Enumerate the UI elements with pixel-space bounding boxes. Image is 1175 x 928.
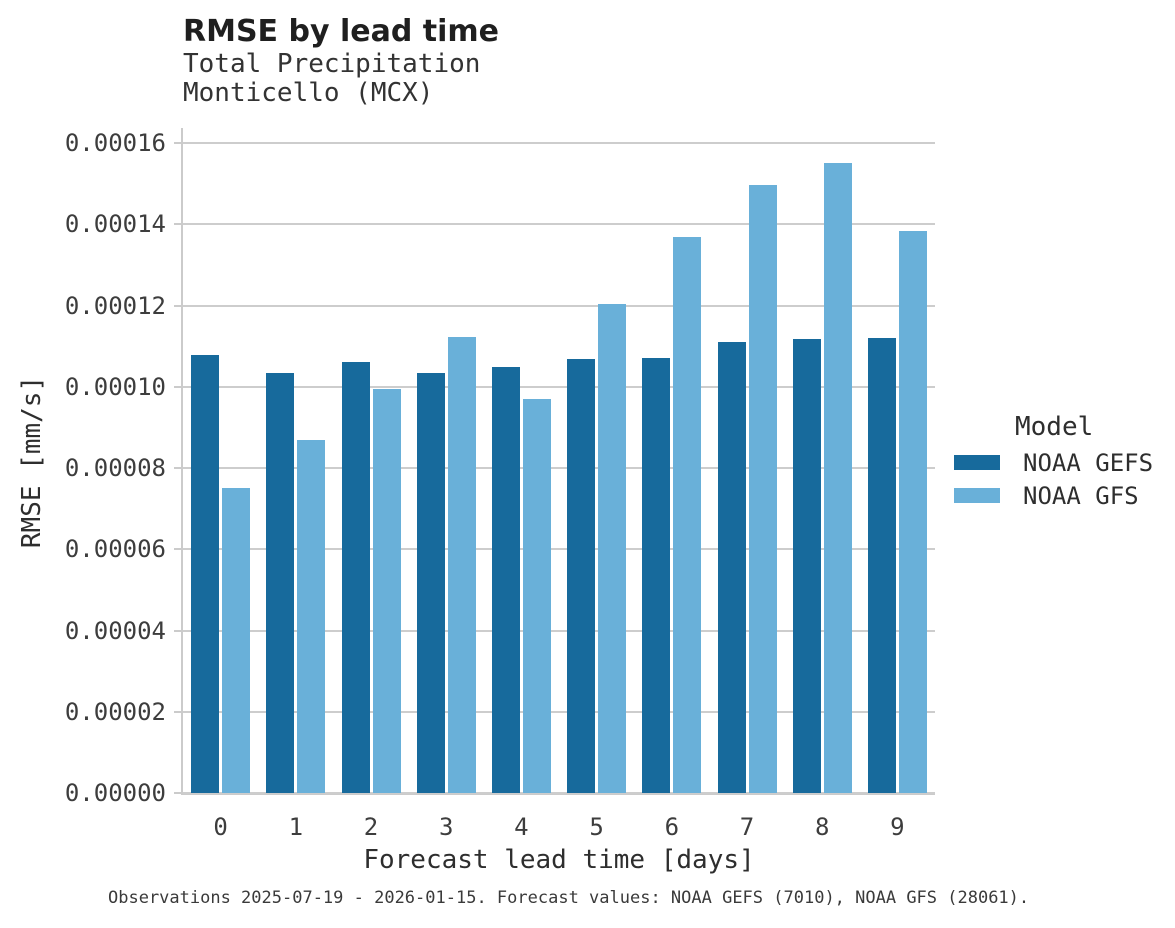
bar-noaa-gfs-day-3 <box>447 337 476 793</box>
bar-noaa-gfs-day-2 <box>372 389 401 793</box>
bar-noaa-gefs-day-4 <box>491 366 520 793</box>
x-tick-label-4: 4 <box>514 813 529 841</box>
legend-swatch-noaa-gfs <box>954 488 1000 503</box>
bar-noaa-gefs-day-2 <box>341 361 370 793</box>
y-tick-mark <box>174 629 181 632</box>
bar-noaa-gfs-day-6 <box>673 236 702 793</box>
gridline-0.00004 <box>183 629 935 632</box>
x-tick-label-2: 2 <box>363 813 379 841</box>
gridline-0.00012 <box>183 304 935 307</box>
x-tick-label-7: 7 <box>739 813 755 841</box>
chart-title: RMSE by lead time <box>183 14 499 49</box>
y-tick-label: 0.00008 <box>64 454 166 482</box>
y-tick-mark <box>174 142 181 144</box>
bar-noaa-gfs-day-0 <box>222 487 251 793</box>
bar-noaa-gefs-day-3 <box>416 373 445 793</box>
bar-noaa-gefs-day-7 <box>717 342 746 793</box>
bar-noaa-gfs-day-7 <box>748 184 777 793</box>
gridline-0.00002 <box>183 710 935 713</box>
bar-noaa-gefs-day-0 <box>191 355 220 793</box>
bar-noaa-gefs-day-9 <box>867 338 896 793</box>
bar-noaa-gfs-day-5 <box>598 303 627 793</box>
y-tick-mark <box>174 223 181 226</box>
bar-noaa-gfs-day-8 <box>823 162 852 793</box>
y-tick-label: 0.00014 <box>64 210 166 239</box>
bar-noaa-gfs-day-4 <box>522 398 551 793</box>
gridline-0.00016 <box>183 142 935 144</box>
gridline-0.00014 <box>183 223 935 226</box>
gridline-0.00000 <box>183 792 935 794</box>
y-tick-mark <box>174 467 181 469</box>
y-tick-label: 0.00012 <box>64 291 166 320</box>
bar-noaa-gfs-day-1 <box>297 439 326 793</box>
x-tick-label-9: 9 <box>890 813 905 841</box>
x-tick-label-0: 0 <box>213 813 228 841</box>
bar-noaa-gefs-day-8 <box>792 338 821 793</box>
caption: Observations 2025-07-19 - 2026-01-15. Fo… <box>108 888 1030 908</box>
legend-title: Model <box>1015 412 1094 442</box>
gridline-0.00006 <box>183 548 935 551</box>
y-tick-mark <box>174 792 181 794</box>
x-tick-label-5: 5 <box>589 813 604 841</box>
chart-subtitle: Total Precipitation <box>183 49 481 79</box>
legend-label-noaa-gfs: NOAA GFS <box>1023 482 1139 510</box>
bar-noaa-gefs-day-5 <box>567 359 596 793</box>
x-tick-label-8: 8 <box>814 813 830 841</box>
y-tick-label: 0.00006 <box>64 535 166 564</box>
legend-swatch-noaa-gefs <box>954 455 1000 470</box>
gridline-0.00010 <box>183 385 935 388</box>
y-tick-label: 0.00010 <box>64 372 166 401</box>
x-tick-label-3: 3 <box>438 813 454 841</box>
bar-noaa-gefs-day-1 <box>266 372 295 793</box>
x-tick-label-1: 1 <box>288 813 304 841</box>
x-axis-title: Forecast lead time [days] <box>363 845 755 875</box>
bar-noaa-gfs-day-9 <box>898 231 927 793</box>
y-tick-mark <box>174 548 181 551</box>
legend-label-noaa-gefs: NOAA GEFS <box>1023 449 1154 477</box>
y-tick-mark <box>174 304 181 307</box>
y-tick-label: 0.00004 <box>64 616 166 645</box>
x-tick-label-6: 6 <box>664 813 680 841</box>
y-tick-mark <box>174 710 181 713</box>
gridline-0.00008 <box>183 467 935 469</box>
plot-panel <box>174 128 935 795</box>
y-tick-mark <box>174 385 181 388</box>
y-tick-label: 0.00016 <box>64 129 166 157</box>
chart-station-subtitle: Monticello (MCX) <box>183 78 434 108</box>
y-tick-label: 0.00000 <box>64 779 166 807</box>
y-tick-label: 0.00002 <box>64 697 166 726</box>
bar-noaa-gefs-day-6 <box>642 357 671 793</box>
